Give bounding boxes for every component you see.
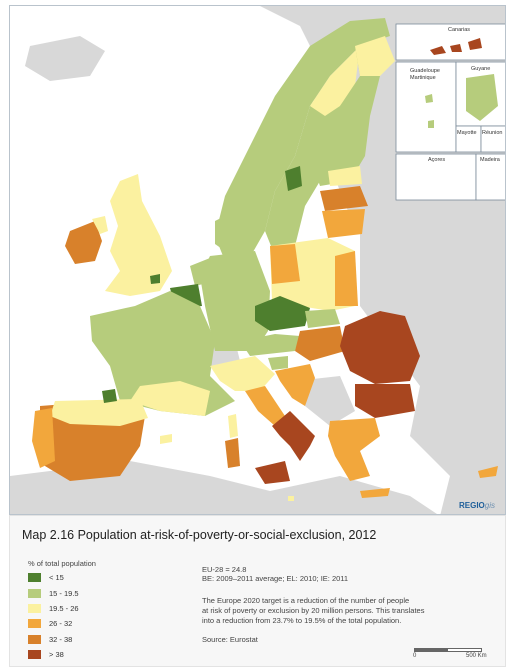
legend-label: 19.5 - 26 [49,604,79,613]
legend-swatch [28,589,41,598]
legend-swatch [28,635,41,644]
legend-swatch [28,650,41,659]
target-note-line-3: into a reduction from 23.7% to 19.5% of … [202,616,402,625]
label-mayotte: Mayotte [457,130,477,136]
sicily [255,461,290,484]
france [90,291,235,416]
label-guyane: Guyane [471,66,490,72]
sweden [265,81,345,256]
label-martinique: Martinique [410,75,436,81]
slovenia [268,356,288,370]
romania [340,311,420,384]
target-note-line-2: at risk of poverty or exclusion by 20 mi… [202,606,425,615]
greece [328,418,380,481]
guyane-land [466,74,498,121]
finland [310,41,385,186]
scale-end-label: 500 Km [466,653,487,659]
regio-gis-logo: REGIOgis [459,501,495,510]
inset-reunion [480,125,505,153]
iceland [25,36,105,81]
scale-start-label: 0 [413,653,417,659]
canarias-islands [430,38,482,55]
label-canarias: Canarias [448,27,470,33]
inset-madeira [475,153,505,201]
slovakia [305,309,340,328]
legend-label: > 38 [49,650,64,659]
eu-average-note: EU-28 = 24.8 [202,565,247,574]
france-south [130,381,210,416]
uk-london [150,274,160,284]
finland-north [355,36,395,76]
map-frame: Canarias Guadeloupe Martinique Guyane Ma… [9,5,506,515]
denmark [215,211,242,251]
hungary [295,326,345,361]
legend-swatch [28,619,41,628]
inset-guadeloupe [395,61,457,153]
logo-suffix: gis [484,501,495,510]
label-madeira: Madeira [480,157,501,163]
italy-centre [245,386,285,426]
inset-panels: Canarias Guadeloupe Martinique Guyane Ma… [395,23,505,201]
croatia [275,364,315,406]
legend-label: < 15 [49,573,64,582]
ireland [65,221,102,264]
poland-east [335,251,358,306]
sardinia [225,438,240,468]
estonia [328,166,362,186]
cyprus [478,466,498,478]
map-title: Map 2.16 Population at-risk-of-poverty-o… [22,528,377,542]
spain-basque [102,389,117,403]
northern-ireland [92,216,108,234]
corsica [228,414,238,438]
portugal [32,408,55,468]
reference-years-note: BE: 2009–2011 average; EL: 2010; IE: 201… [202,574,349,583]
norway [215,18,390,266]
guadeloupe-martinique-islands [425,94,434,128]
legend-label: 26 - 32 [49,619,73,628]
label-guadeloupe: Guadeloupe [410,68,440,74]
label-reunion: Réunion [482,130,503,136]
italy-south [272,411,315,461]
sweden-stockholm [285,166,302,191]
crete [360,488,390,498]
malta [288,496,294,501]
legend-swatch [28,573,41,582]
spain-north [50,399,148,426]
map-caption: Map 2.16 Population at-risk-of-poverty-o… [9,515,506,667]
legend-swatch [28,604,41,613]
inset-acores [395,153,477,201]
latvia [320,186,368,211]
legend-label: 32 - 38 [49,635,73,644]
non-eu-land-east [360,176,505,514]
uk [105,174,172,296]
italy-north [210,356,275,391]
bulgaria [355,384,415,418]
germany [200,251,270,351]
lithuania [322,209,365,238]
europe-map: Canarias Guadeloupe Martinique Guyane Ma… [10,6,505,514]
sweden-north [310,46,360,116]
inset-canarias [395,23,505,61]
poland-west [270,244,300,284]
legend-title: % of total population [28,559,96,568]
czech-republic [255,296,310,331]
scale-bar [414,648,482,652]
logo-main: REGIO [458,501,485,510]
label-acores: Açores [428,157,445,163]
austria [240,334,300,356]
target-note-line-1: The Europe 2020 target is a reduction of… [202,596,410,605]
balearic-islands [160,434,172,444]
legend-label: 15 - 19.5 [49,589,79,598]
source-note: Source: Eurostat [202,635,258,644]
